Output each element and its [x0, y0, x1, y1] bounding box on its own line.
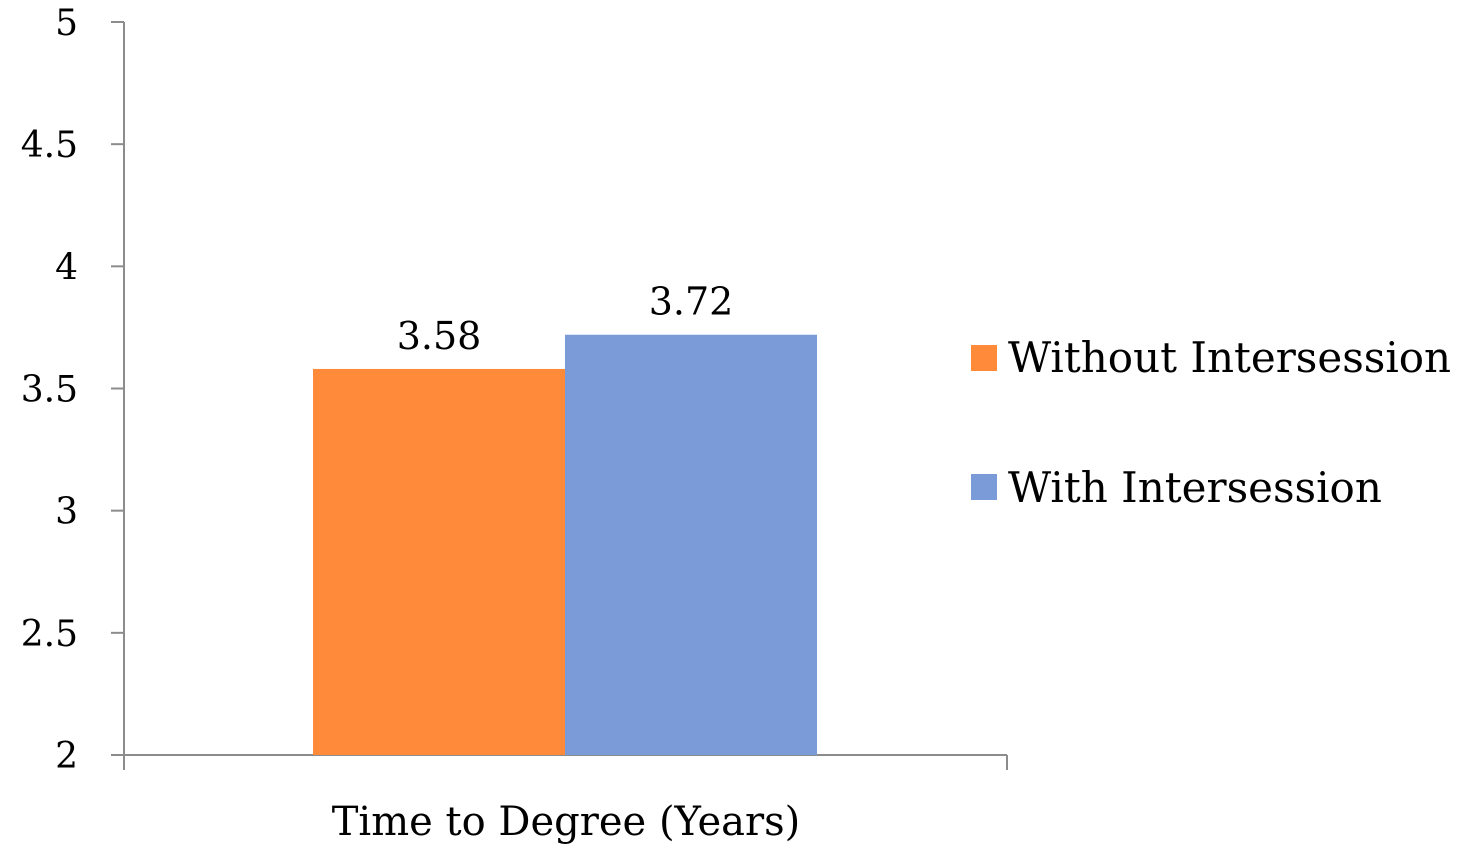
- data-label-without-intersession: 3.58: [397, 314, 482, 358]
- legend-label-with-intersession: With Intersession: [1008, 463, 1382, 512]
- category-label: Time to Degree (Years): [332, 799, 801, 845]
- y-tick-label: 2.5: [21, 614, 78, 655]
- y-tick-label: 2: [55, 736, 78, 777]
- y-tick-label: 4.5: [21, 125, 78, 166]
- y-ticks: 2 2.5 3 3.5 4 4.5 5: [21, 3, 124, 777]
- legend-swatch-with-intersession: [971, 474, 997, 500]
- bars: [313, 334, 817, 755]
- y-tick-label: 4: [55, 247, 78, 288]
- data-label-with-intersession: 3.72: [649, 280, 734, 324]
- y-tick-label: 3: [55, 492, 78, 533]
- legend-swatch-without-intersession: [971, 345, 997, 371]
- bar-with-intersession: [565, 334, 817, 755]
- legend: Without Intersession With Intersession: [971, 333, 1451, 512]
- legend-label-without-intersession: Without Intersession: [1008, 333, 1451, 382]
- data-labels: 3.58 3.72: [397, 280, 734, 358]
- y-tick-label: 5: [55, 3, 78, 44]
- y-tick-label: 3.5: [21, 370, 78, 411]
- bar-without-intersession: [313, 368, 565, 755]
